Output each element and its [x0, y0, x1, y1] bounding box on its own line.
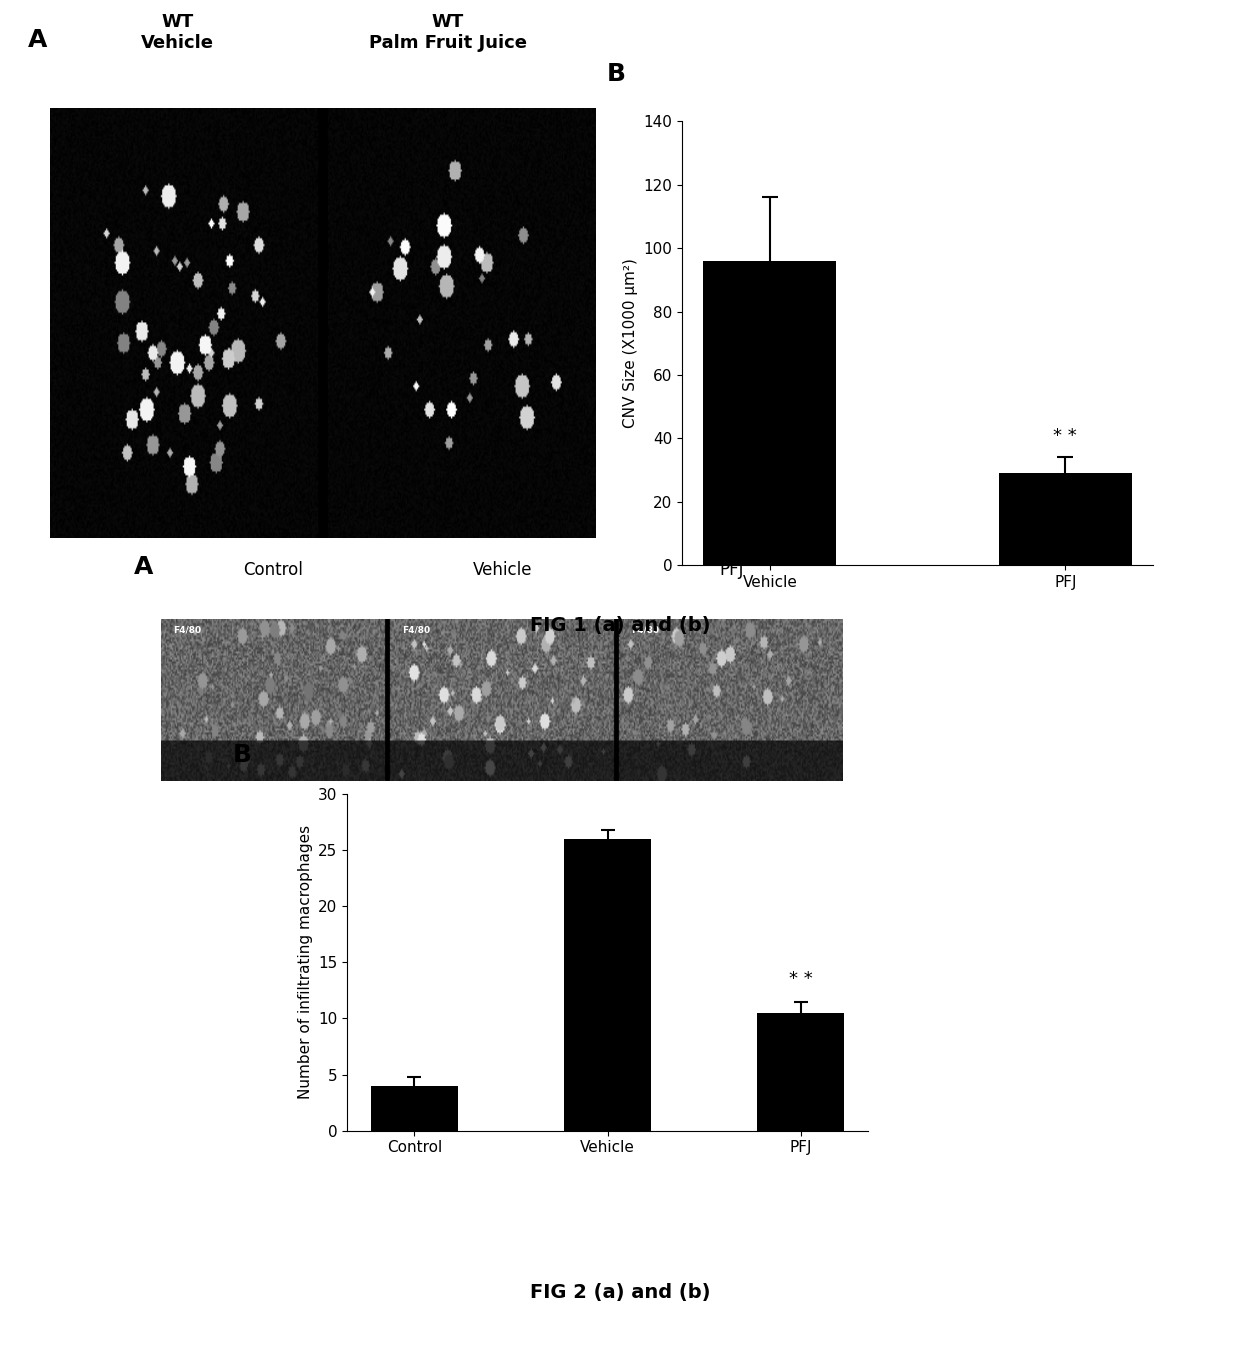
Text: B: B: [233, 743, 252, 767]
Text: A: A: [134, 555, 154, 579]
Text: PFJ: PFJ: [719, 561, 744, 579]
Text: F4/80: F4/80: [402, 626, 430, 634]
Text: Vehicle: Vehicle: [472, 561, 532, 579]
Text: WT
Palm Fruit Juice: WT Palm Fruit Juice: [368, 13, 527, 51]
Text: * *: * *: [789, 970, 812, 988]
Text: Control: Control: [243, 561, 303, 579]
Text: F4/80: F4/80: [631, 626, 660, 634]
Text: B: B: [606, 62, 626, 86]
Bar: [371, 1086, 458, 1131]
Bar: [703, 261, 836, 565]
Text: FIG 1 (a) and (b): FIG 1 (a) and (b): [529, 616, 711, 635]
Y-axis label: CNV Size (X1000 μm²): CNV Size (X1000 μm²): [622, 258, 637, 428]
Text: * *: * *: [1054, 427, 1078, 444]
Bar: [564, 839, 651, 1131]
Text: F4/80: F4/80: [174, 626, 201, 634]
Bar: [758, 1014, 844, 1131]
Text: FIG 2 (a) and (b): FIG 2 (a) and (b): [529, 1283, 711, 1302]
Y-axis label: Number of infiltrating macrophages: Number of infiltrating macrophages: [298, 825, 312, 1100]
Text: WT
Vehicle: WT Vehicle: [141, 13, 215, 51]
Bar: [999, 474, 1132, 565]
Text: A: A: [27, 28, 47, 51]
